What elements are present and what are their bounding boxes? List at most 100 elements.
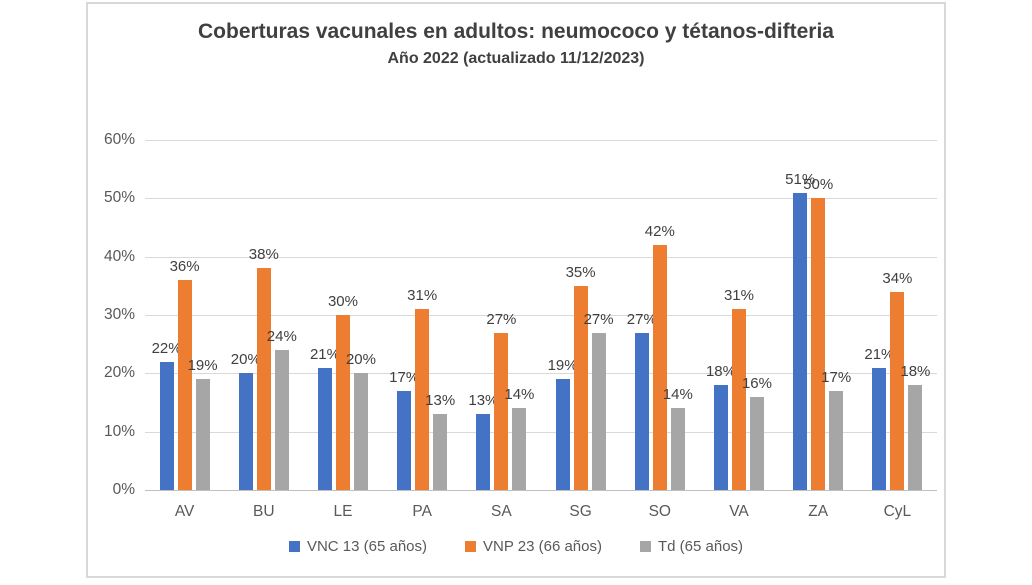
- data-label-td-SA: 14%: [504, 386, 535, 404]
- data-label-td-AV: 19%: [187, 357, 218, 375]
- bar-vnp-23-LE: [335, 315, 350, 490]
- category-label-SO: SO: [648, 503, 671, 520]
- legend-label-vnc-13: VNC 13 (65 años): [306, 538, 428, 555]
- category-label-PA: PA: [412, 503, 432, 520]
- y-tick-label-0%: 0%: [112, 481, 135, 498]
- data-label-td-SO: 14%: [662, 386, 693, 404]
- bar-vnp-23-AV: [177, 280, 192, 490]
- bar-td-PA: [433, 414, 448, 490]
- bar-vnc-13-SO: [634, 332, 649, 490]
- gridline-40%: [145, 256, 937, 258]
- bar-td-VA: [749, 396, 764, 490]
- bar-group-LE: 21% 30% 20%: [303, 140, 382, 490]
- bar-td-SO: [670, 408, 685, 490]
- legend-label-td: Td (65 años): [657, 538, 744, 555]
- legend-swatch-vnc-13: [288, 541, 300, 552]
- legend-swatch-td: [639, 541, 651, 552]
- data-label-vnp-23-BU: 38%: [248, 246, 279, 264]
- bar-vnp-23-ZA: [811, 198, 826, 490]
- data-label-vnc-13-LE: 21%: [309, 345, 340, 363]
- gridline-20%: [145, 373, 937, 375]
- bar-group-AV: 22% 36% 19%: [145, 140, 224, 490]
- bar-vnp-23-PA: [415, 309, 430, 490]
- data-label-vnp-23-VA: 31%: [723, 287, 754, 305]
- bar-vnp-23-SA: [494, 332, 509, 490]
- bar-td-SG: [591, 332, 606, 490]
- bar-td-ZA: [829, 390, 844, 490]
- data-label-td-LE: 20%: [345, 351, 376, 369]
- bar-vnc-13-ZA: [793, 192, 808, 490]
- bar-vnp-23-SG: [573, 285, 588, 490]
- bar-group-PA: 17% 31% 13%: [383, 140, 462, 490]
- data-label-td-ZA: 17%: [821, 368, 852, 386]
- bar-vnc-13-SG: [555, 379, 570, 490]
- bar-vnc-13-SA: [476, 414, 491, 490]
- bar-group-CyL: 21% 34% 18%: [858, 140, 937, 490]
- data-label-vnc-13-BU: 20%: [230, 351, 261, 369]
- data-label-vnp-23-SG: 35%: [565, 263, 596, 281]
- gridline-50%: [145, 198, 937, 200]
- y-tick-label-10%: 10%: [103, 422, 135, 440]
- data-label-vnc-13-SO: 27%: [626, 310, 657, 328]
- bar-group-SG: 19% 35% 27%: [541, 140, 620, 490]
- legend: VNC 13 (65 años) VNP 23 (66 años) Td (65 a…: [88, 538, 944, 555]
- bar-td-LE: [353, 373, 368, 490]
- bar-td-BU: [274, 350, 289, 490]
- data-label-vnc-13-CyL: 21%: [864, 345, 895, 363]
- category-label-BU: BU: [253, 503, 275, 520]
- legend-swatch-vnp-23: [465, 541, 477, 552]
- category-label-CyL: CyL: [883, 503, 912, 520]
- bar-vnp-23-VA: [731, 309, 746, 490]
- chart-container: Coberturas vacunales en adultos: neumoco…: [86, 2, 946, 578]
- data-label-vnc-13-SG: 19%: [547, 357, 578, 375]
- category-label-ZA: ZA: [808, 503, 829, 520]
- category-label-LE: LE: [333, 503, 353, 520]
- data-label-vnp-23-ZA: 50%: [803, 176, 834, 194]
- data-label-vnp-23-AV: 36%: [169, 258, 200, 275]
- data-label-td-VA: 16%: [741, 374, 772, 392]
- bar-group-VA: 18% 31% 16%: [699, 140, 778, 490]
- data-label-vnc-13-VA: 18%: [705, 363, 736, 380]
- data-label-vnc-13-SA: 13%: [468, 392, 499, 410]
- legend-item-vnp-23: VNP 23 (66 años): [465, 538, 602, 555]
- y-tick-label-40%: 40%: [103, 247, 135, 265]
- bar-td-SA: [512, 408, 527, 490]
- bar-td-CyL: [908, 385, 923, 490]
- bar-vnp-23-BU: [256, 268, 271, 490]
- bar-vnc-13-CyL: [872, 367, 887, 490]
- data-label-vnp-23-LE: 30%: [327, 293, 358, 310]
- data-label-vnp-23-CyL: 34%: [882, 269, 913, 287]
- bar-vnc-13-VA: [713, 385, 728, 490]
- legend-item-td: Td (65 años): [639, 538, 744, 555]
- bar-group-ZA: 51% 50% 17%: [779, 140, 858, 490]
- y-tick-label-30%: 30%: [103, 306, 135, 323]
- data-label-vnp-23-SA: 27%: [486, 310, 517, 328]
- bar-group-SA: 13% 27% 14%: [462, 140, 541, 490]
- bar-vnp-23-SO: [652, 245, 667, 490]
- data-label-vnp-23-SO: 42%: [644, 223, 675, 240]
- data-label-td-CyL: 18%: [900, 363, 931, 380]
- bar-td-AV: [195, 379, 210, 490]
- data-label-vnc-13-AV: 22%: [151, 339, 182, 357]
- data-label-td-SG: 27%: [583, 310, 614, 328]
- data-label-vnc-13-ZA: 51%: [785, 170, 816, 188]
- chart-title: Coberturas vacunales en adultos: neumoco…: [198, 20, 834, 43]
- legend-label-vnp-23: VNP 23 (66 años): [483, 538, 602, 555]
- gridline-30%: [145, 315, 937, 316]
- y-tick-label-50%: 50%: [103, 189, 135, 207]
- bar-vnc-13-PA: [397, 390, 412, 490]
- category-label-SA: SA: [491, 503, 512, 520]
- category-label-VA: VA: [729, 503, 749, 520]
- bar-vnp-23-CyL: [890, 291, 905, 490]
- bar-vnc-13-BU: [238, 373, 253, 490]
- chart-subtitle: Año 2022 (actualizado 11/12/2023): [387, 49, 645, 67]
- bar-group-BU: 20% 38% 24%: [224, 140, 303, 490]
- category-label-SG: SG: [569, 503, 592, 520]
- legend-item-vnc-13: VNC 13 (65 años): [288, 538, 428, 555]
- bar-group-SO: 27% 42% 14%: [620, 140, 699, 490]
- y-tick-label-60%: 60%: [103, 131, 135, 148]
- data-label-td-PA: 13%: [425, 392, 456, 410]
- y-tick-label-20%: 20%: [103, 364, 135, 382]
- category-label-AV: AV: [174, 503, 195, 520]
- plot-area: 0% 10% 20% 30% 40% 50% 60% 22% 36% 19% 20% 38% 24% 2…: [104, 131, 937, 520]
